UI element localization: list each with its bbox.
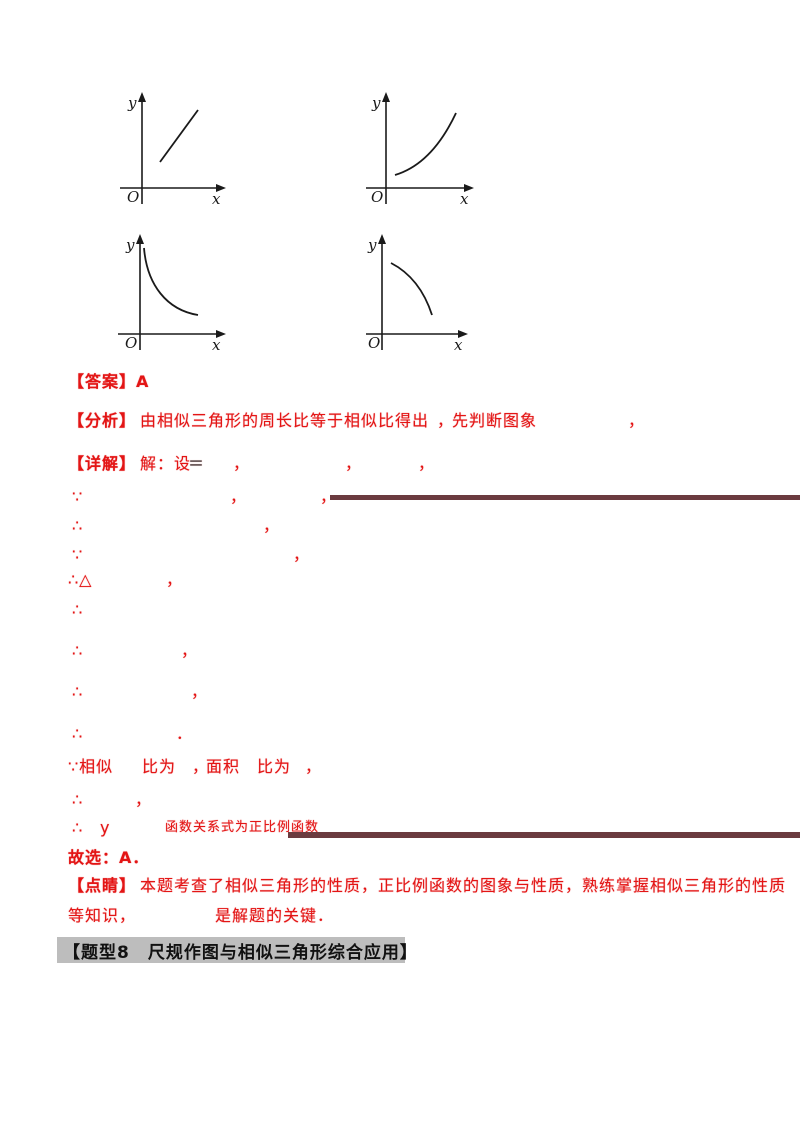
graph-panel-d: y x O — [362, 230, 470, 357]
graph-a-x-label: x — [212, 190, 221, 208]
red-text-fragment-8-1: ， — [181, 641, 199, 660]
red-text-fragment-11-5: ， — [305, 757, 323, 776]
red-text-fragment-3-1: ， — [230, 487, 248, 506]
graph-a-axes — [120, 92, 226, 204]
red-text-fragment-5-1: ， — [293, 545, 311, 564]
red-text-fragment-1-4: ， — [628, 411, 646, 430]
red-text-fragment-0-0: 【答案】A — [68, 372, 150, 391]
red-text-fragment-2-3: ， — [233, 454, 251, 473]
red-text-fragment-13-2: 函数关系式为正比例函数 — [165, 820, 320, 835]
red-text-fragment-10-1: ． — [176, 724, 194, 743]
graph-a-curve — [159, 109, 199, 163]
graph-a-y-label: y — [128, 94, 137, 112]
red-text-fragment-3-2: ， — [320, 487, 338, 506]
red-text-fragment-9-1: ， — [191, 682, 209, 701]
red-text-fragment-2-2: ＝ — [188, 454, 206, 473]
graph-panel-a: y x O — [112, 88, 230, 212]
graph-c-origin-label: O — [125, 334, 138, 352]
graph-c-x-label: x — [212, 336, 221, 354]
topic-heading-bar: 【题型8 尺规作图与相似三角形综合应用】 — [57, 937, 417, 963]
red-text-fragment-5-0: ∵ — [72, 545, 84, 564]
graph-panel-c: y x O — [112, 230, 230, 357]
red-text-fragment-13-1: y — [100, 818, 111, 837]
red-text-fragment-16-1: 是解题的关键． — [215, 906, 335, 925]
graph-b-axes — [366, 92, 474, 204]
graph-c-y-label: y — [126, 236, 135, 254]
red-text-fragment-15-0: 【点睛】 — [68, 876, 137, 895]
red-text-fragment-6-0: ∴△ — [68, 570, 93, 589]
red-text-fragment-10-0: ∴ — [72, 724, 84, 743]
red-text-fragment-1-2: ， — [437, 411, 455, 430]
graph-d-origin-label: O — [368, 334, 381, 352]
graph-c-curve — [143, 247, 199, 316]
red-text-fragment-4-1: ， — [263, 516, 281, 535]
red-text-fragment-6-1: ， — [166, 570, 184, 589]
red-text-fragment-8-0: ∴ — [72, 641, 84, 660]
red-text-fragment-12-0: ∴ — [72, 790, 84, 809]
graph-a-origin-label: O — [127, 188, 140, 206]
graph-d-y-label: y — [368, 236, 377, 254]
red-text-fragment-2-0: 【详解】 — [68, 454, 137, 473]
red-text-fragment-1-0: 【分析】 — [68, 411, 137, 430]
red-text-fragment-1-1: 由相似三角形的周长比等于相似比得出 — [140, 411, 430, 430]
graph-d-curve — [390, 262, 433, 316]
red-text-fragment-11-3: 面积 — [206, 757, 241, 776]
red-text-fragment-13-0: ∴ — [72, 818, 84, 837]
red-text-fragment-2-4: ， — [345, 454, 363, 473]
red-text-fragment-15-1: 本题考查了相似三角形的性质，正比例函数的图象与性质，熟练掌握相似三角形的性质 — [140, 876, 787, 895]
red-text-fragment-1-3: 先判断图象 — [452, 411, 538, 430]
red-text-fragment-16-0: 等知识， — [68, 906, 137, 925]
topic-heading-title: 【题型8 尺规作图与相似三角形综合应用】 — [63, 942, 418, 963]
graph-b-y-label: y — [372, 94, 381, 112]
red-text-fragment-9-0: ∴ — [72, 682, 84, 701]
red-text-fragment-3-0: ∵ — [72, 487, 84, 506]
red-text-fragment-11-1: 比为 — [142, 757, 177, 776]
red-text-fragment-12-1: ， — [135, 790, 153, 809]
red-text-fragment-7-0: ∴ — [72, 600, 84, 619]
graph-b-x-label: x — [460, 190, 469, 208]
red-text-fragment-11-2: ， — [192, 757, 210, 776]
underline-bar-1 — [288, 832, 800, 838]
red-text-fragment-2-5: ， — [418, 454, 436, 473]
red-text-fragment-14-0: 故选：A． — [68, 848, 150, 867]
graph-d-axes — [366, 234, 468, 350]
red-text-fragment-4-0: ∴ — [72, 516, 84, 535]
graph-b-curve — [394, 112, 457, 176]
red-text-fragment-2-1: 解：设 — [140, 454, 192, 473]
red-text-fragment-11-4: 比为 — [257, 757, 292, 776]
graph-c-axes — [118, 234, 226, 350]
graph-b-origin-label: O — [371, 188, 384, 206]
underline-bar-0 — [330, 495, 800, 500]
graph-panel-b: y x O — [362, 88, 478, 212]
graph-d-x-label: x — [454, 336, 463, 354]
red-text-fragment-11-0: ∵相似 — [68, 757, 114, 776]
